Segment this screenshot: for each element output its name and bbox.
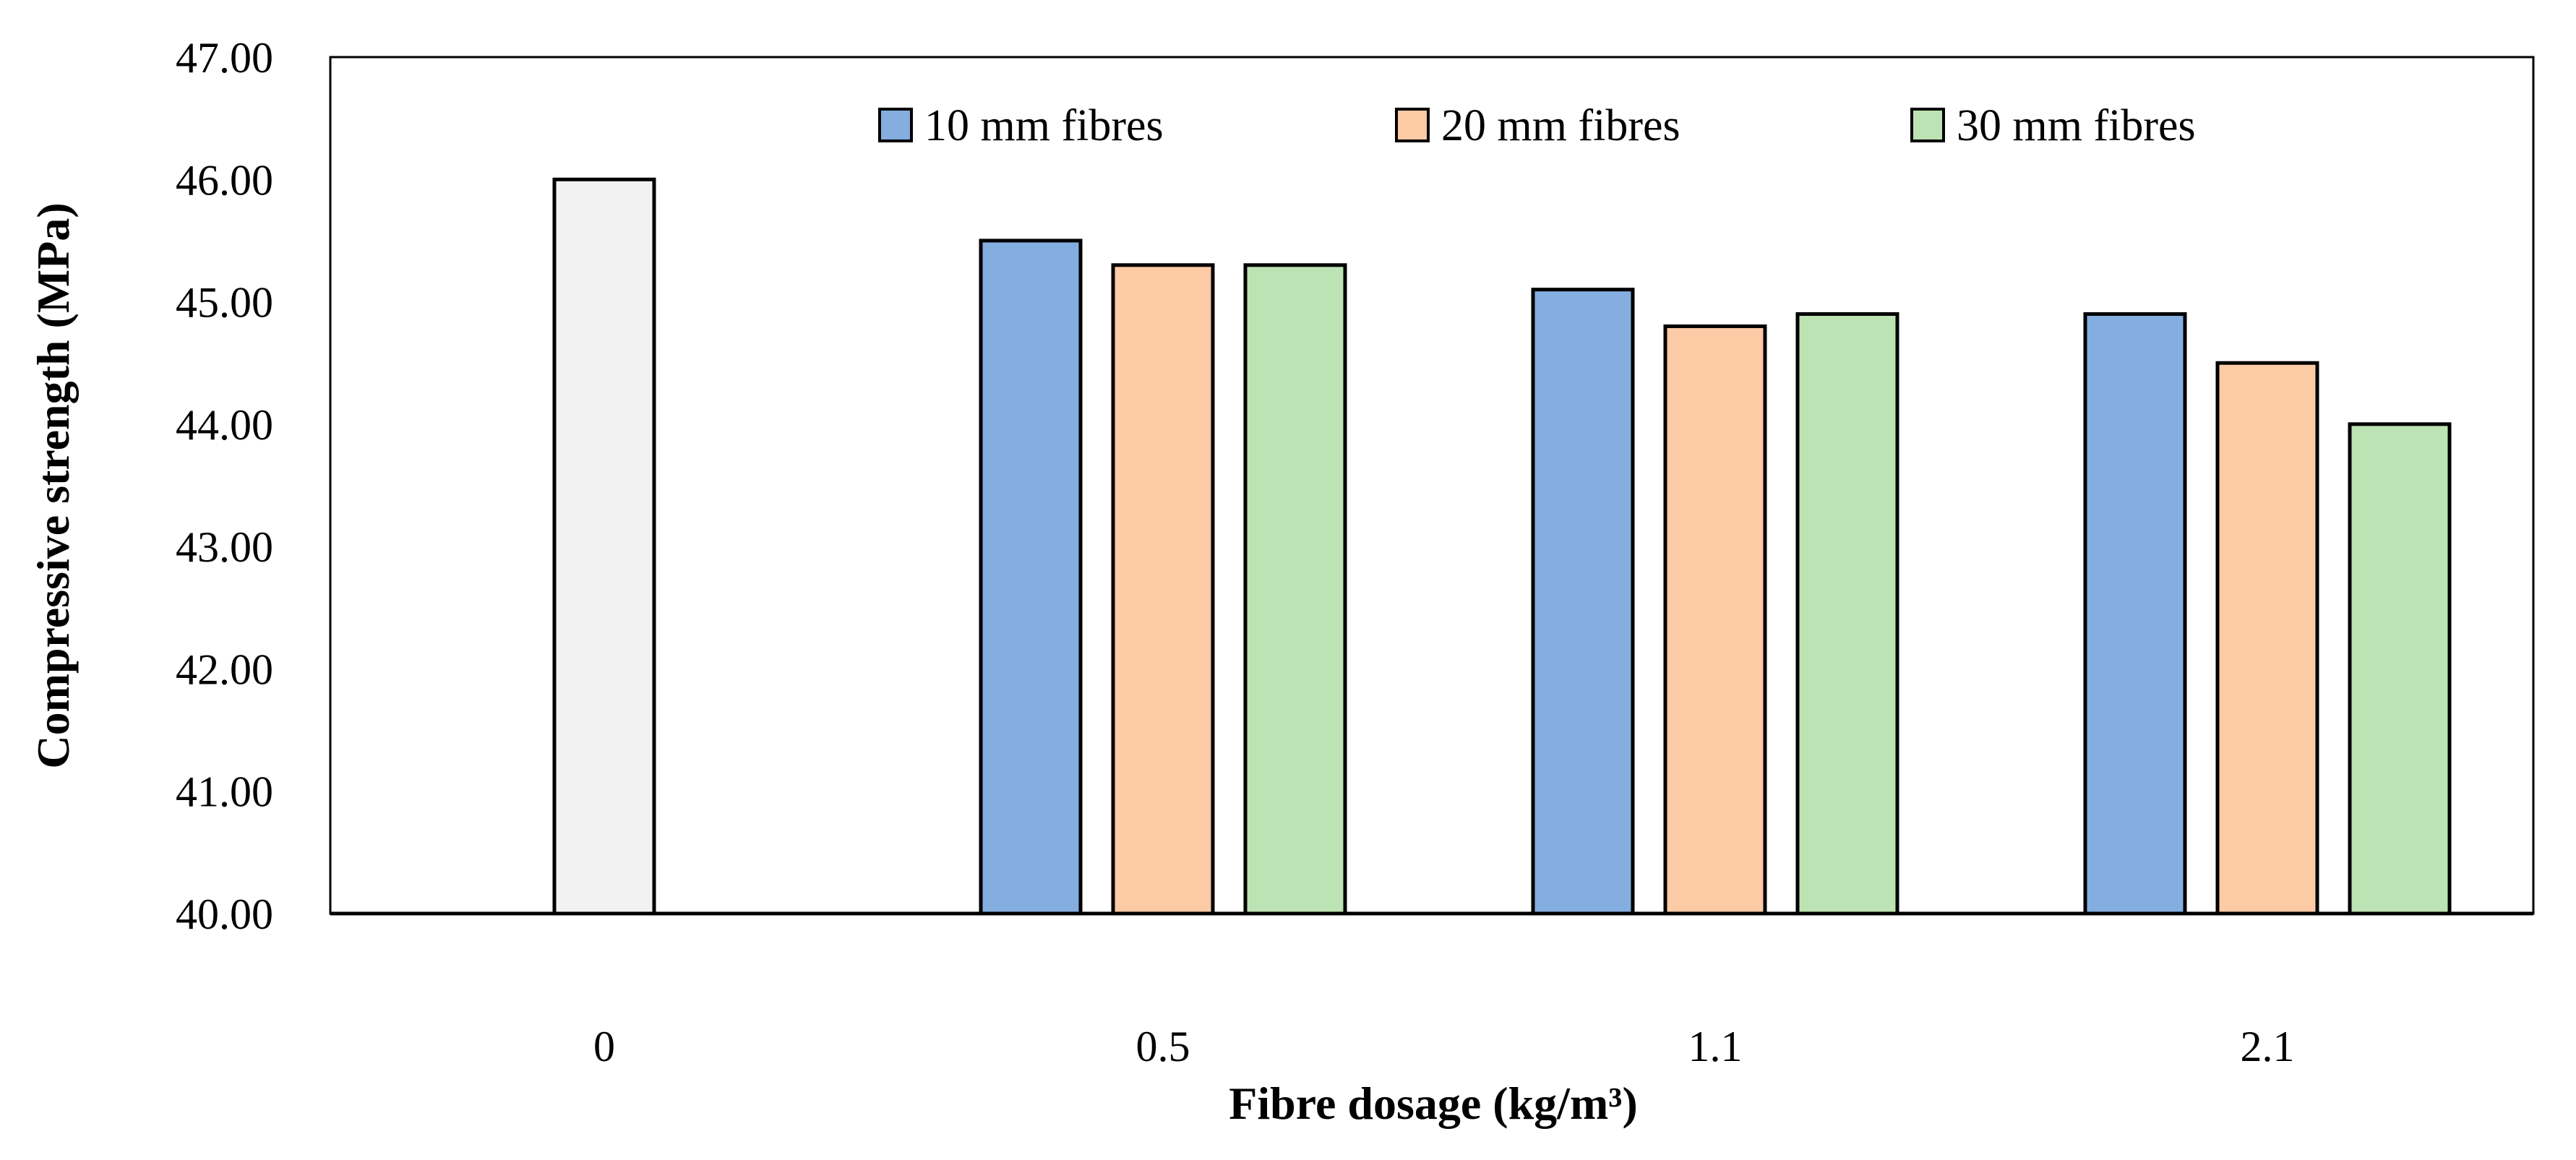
y-tick-label: 41.00 — [176, 768, 273, 816]
bar-30mm-2.1 — [2348, 422, 2452, 916]
bar-20mm-0.5 — [1111, 263, 1215, 916]
y-tick-label: 42.00 — [176, 645, 273, 693]
bar-10mm-2.1 — [2083, 312, 2187, 916]
legend-label: 10 mm fibres — [924, 101, 1164, 150]
legend-label: 20 mm fibres — [1441, 101, 1680, 150]
x-axis-ticks: 0 0.5 1.1 2.1 — [593, 1023, 2295, 1070]
legend-swatch — [878, 108, 913, 142]
bar-10mm-0.5 — [979, 239, 1083, 916]
x-tick-label: 0.5 — [1136, 1023, 1190, 1070]
y-axis-title: Compressive strength (MPa) — [27, 202, 79, 768]
bar-30mm-1.1 — [1795, 312, 1899, 916]
x-axis-title: Fibre dosage (kg/m³) — [1229, 1078, 1638, 1129]
y-tick-label: 46.00 — [176, 156, 273, 204]
x-tick-label: 2.1 — [2241, 1023, 2295, 1070]
x-tick-label: 0 — [593, 1023, 615, 1070]
legend-swatch — [1910, 108, 1945, 142]
bars-group — [552, 177, 2452, 916]
y-tick-label: 40.00 — [176, 890, 273, 938]
bar-control — [552, 177, 656, 916]
bar-20mm-2.1 — [2215, 361, 2319, 916]
legend-label: 30 mm fibres — [1957, 101, 2196, 150]
y-tick-label: 44.00 — [176, 401, 273, 449]
bar-10mm-1.1 — [1531, 288, 1635, 916]
plot-area-frame — [329, 56, 2535, 915]
y-tick-label: 45.00 — [176, 279, 273, 327]
legend-swatch — [1395, 108, 1430, 142]
legend: 10 mm fibres 20 mm fibres 30 mm fibres — [878, 101, 2196, 150]
bar-20mm-1.1 — [1663, 324, 1767, 916]
x-tick-label: 1.1 — [1688, 1023, 1743, 1070]
bar-30mm-0.5 — [1243, 263, 1347, 916]
y-tick-label: 43.00 — [176, 523, 273, 571]
y-axis-ticks: 40.00 41.00 42.00 43.00 44.00 45.00 46.00 47.00 — [176, 34, 273, 938]
y-tick-label: 47.00 — [176, 34, 273, 82]
